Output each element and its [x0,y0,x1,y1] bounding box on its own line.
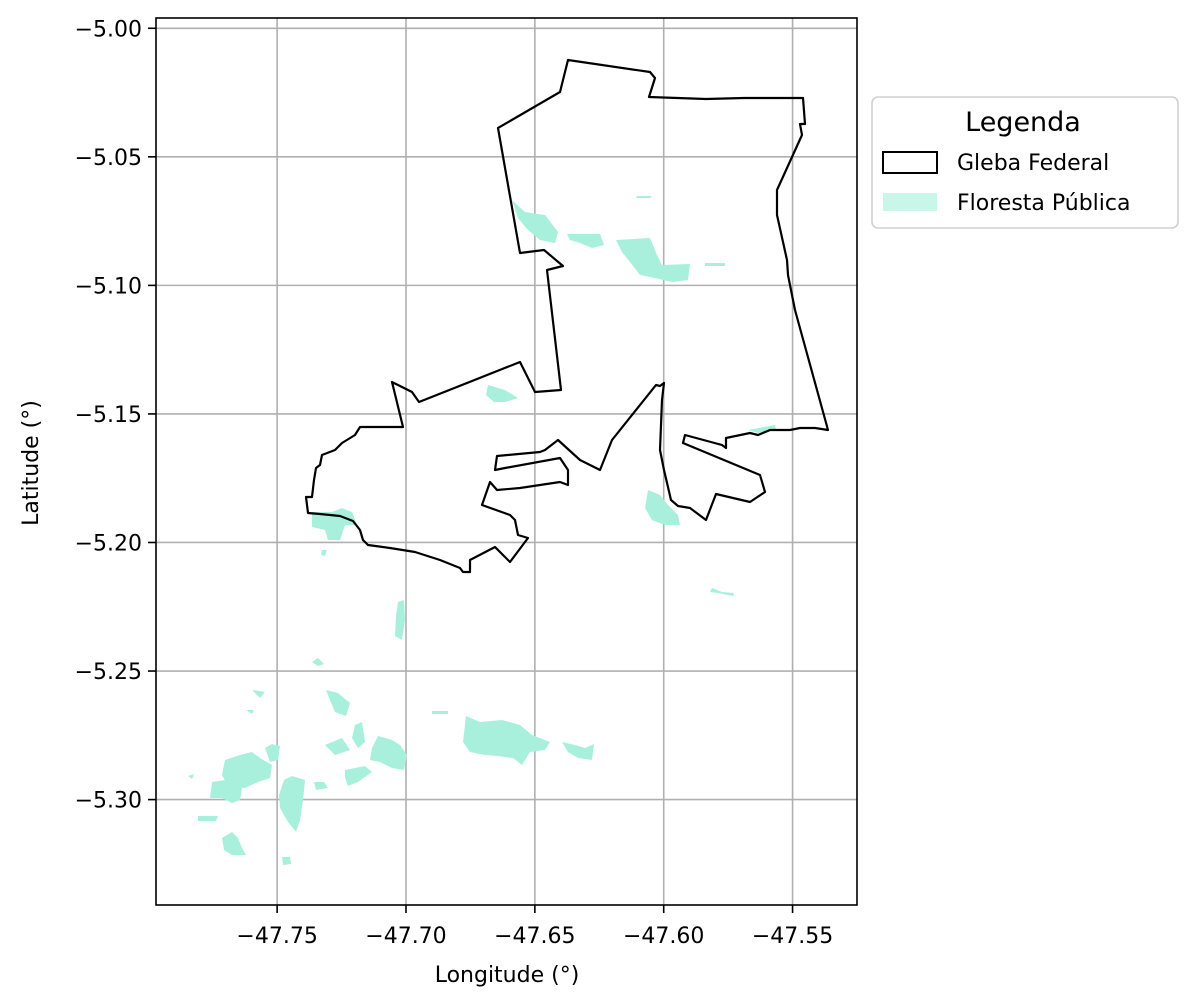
floresta-patch [252,690,265,698]
floresta-patch [325,738,350,755]
y-tick-label: −5.05 [75,146,142,171]
y-tick-label: −5.25 [75,660,142,685]
floresta-patch [512,200,558,243]
gleba-federal-layer [304,58,830,574]
floresta-patch [326,690,350,716]
floresta-patch [321,550,327,556]
y-axis-label: Latitude (°) [19,400,44,526]
floresta-patch [562,742,594,760]
y-tick-label: −5.00 [75,17,142,42]
axes-frame [155,17,858,906]
floresta-patch [246,710,254,714]
floresta-patch [710,588,734,596]
floresta-patch [395,600,405,640]
floresta-patch [222,832,246,855]
floresta-publica-layer [188,196,776,865]
floresta-patch [198,816,218,821]
floresta-patch [265,744,280,762]
y-tick-label: −5.30 [75,789,142,814]
legend-box [871,96,1179,229]
floresta-patch [370,736,407,770]
y-tick-label: −5.20 [75,531,142,556]
floresta-patch [222,752,272,788]
floresta-patch [616,238,690,282]
x-tick-label: −47.60 [623,924,704,949]
floresta-patch [312,658,324,666]
floresta-patch [282,857,291,865]
legend-label-floresta: Floresta Pública [957,191,1130,216]
floresta-patch [312,508,357,540]
x-axis-label: Longitude (°) [435,963,580,988]
y-tick-label: −5.15 [75,403,142,428]
floresta-patch [486,385,518,402]
x-tick-label: −47.70 [365,924,446,949]
floresta-patch [188,774,194,779]
legend-swatch-floresta [883,193,937,211]
floresta-patch [432,711,448,714]
legend-title: Legenda [965,107,1081,138]
floresta-patch [636,196,652,198]
x-tick-label: −47.55 [752,924,833,949]
floresta-patch [567,234,604,248]
y-axis-ticks: −5.00 −5.05 −5.10 −5.15 −5.20 −5.25 −5.30 [75,17,156,814]
floresta-patch [705,263,725,266]
x-axis-ticks: −47.75 −47.70 −47.65 −47.60 −47.55 [236,905,833,949]
x-tick-label: −47.75 [236,924,317,949]
floresta-patch [279,776,305,832]
legend-swatch-gleba [882,151,938,174]
y-tick-label: −5.10 [75,274,142,299]
gleba-federal-polygon [304,58,830,574]
floresta-patch [463,716,550,765]
floresta-patch [314,782,328,790]
floresta-patch [345,766,372,786]
x-tick-label: −47.65 [494,924,575,949]
floresta-patch [210,780,242,803]
legend: Legenda Gleba Federal Floresta Pública [871,96,1179,229]
floresta-patch [352,722,365,748]
floresta-patch [645,490,680,525]
legend-label-gleba: Gleba Federal [957,151,1109,176]
